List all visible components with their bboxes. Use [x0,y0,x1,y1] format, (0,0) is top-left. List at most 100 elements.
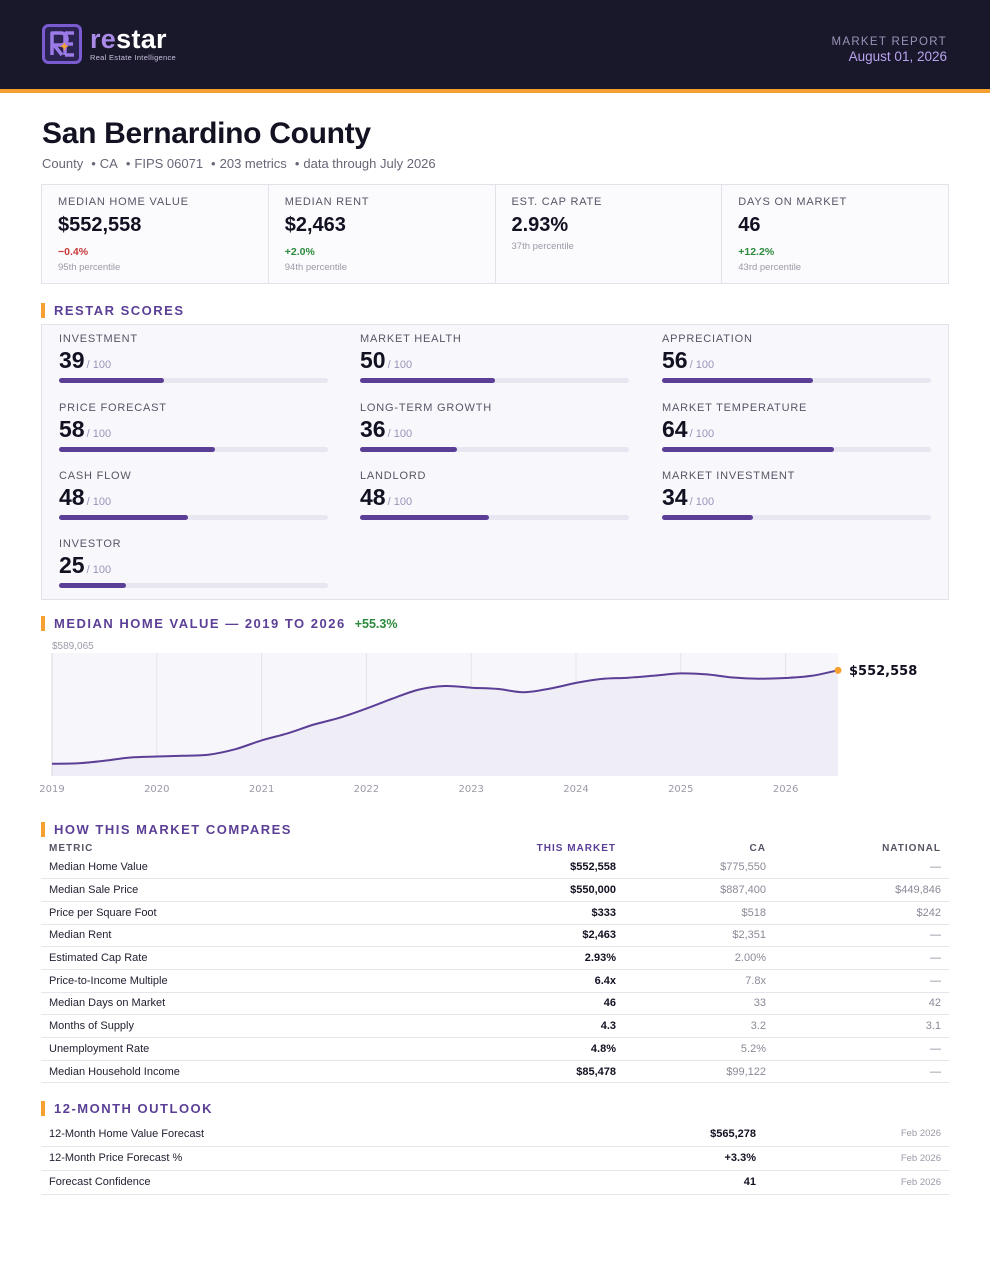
national-value: — [774,1060,949,1084]
score-number: 34 [662,484,688,510]
kpi-change: −0.4% [58,246,89,258]
score-investor: INVESTOR 25/ 100 [59,538,328,588]
this-market-value: $550,000 [394,878,624,902]
score-bar-fill [59,583,127,588]
section-title: RESTAR SCORES [54,303,185,318]
table-row: Median Rent $2,463 $2,351— [41,924,949,948]
state-value: $2,351 [624,924,774,948]
state-value: $775,550 [624,856,774,880]
table-row: Median Home Value $552,558 $775,550— [41,856,949,880]
score-bar-fill [59,447,216,452]
this-market-value: $333 [394,901,624,925]
kpi-cards: MEDIAN HOME VALUE $552,558 −0.4% 95th pe… [41,184,949,284]
section-accent-bar [41,822,45,837]
state-value: 33 [624,992,774,1016]
metric-name: Price per Square Foot [41,901,395,925]
score-number: 56 [662,347,688,373]
score-price-forecast: PRICE FORECAST 58/ 100 [59,402,328,452]
state-value: 3.2 [624,1014,774,1038]
brand-tagline: Real Estate Intelligence [90,53,176,62]
this-market-value: 4.3 [394,1014,624,1038]
table-row: Median Days on Market 46 33 42 [41,992,949,1016]
x-tick-label: 2025 [668,784,693,795]
kpi-label: MEDIAN RENT [284,196,370,208]
score-bar-track [662,378,931,383]
table-row: 12-Month Price Forecast % +3.3% Feb 2026 [41,1146,949,1171]
scores-panel: INVESTMENT 39/ 100 MARKET HEALTH 50/ 100 APP… [41,324,949,600]
score-value: 56/ 100 [662,347,931,373]
national-value: — [774,969,949,993]
score-number: 48 [360,484,386,510]
x-tick-label: 2026 [773,784,798,795]
score-label: LONG-TERM GROWTH [360,402,492,414]
score-label: INVESTMENT [59,333,138,345]
state-value: 7.8x [624,969,774,993]
series-line [51,669,839,765]
score-bar-fill [662,515,754,520]
metric-name: Estimated Cap Rate [41,946,395,970]
table-row: Estimated Cap Rate 2.93% 2.00% — [41,946,949,970]
outlook-date: Feb 2026 [764,1170,949,1195]
national-value: — [774,924,949,948]
score-bar-track [360,378,629,383]
section-title: HOW THIS MARKET COMPARES [54,822,292,837]
table-row: Forecast Confidence 41 Feb 2026 [41,1170,949,1195]
meta-fips: FIPS 06071 [134,156,204,171]
outlook-date: Feb 2026 [764,1146,949,1171]
chart-heading: MEDIAN HOME VALUE — 2019 TO 2026 +55.3% [41,616,397,631]
restar-logo-icon [42,24,82,64]
table-row: Months of Supply 4.3 3.2 3.1 [41,1014,949,1038]
x-tick-label: 2024 [563,784,588,795]
score-value: 58/ 100 [59,416,328,442]
national-value: 42 [774,992,949,1016]
score-label: CASH FLOW [59,470,132,482]
score-number: 50 [360,347,386,373]
score-number: 36 [360,416,386,442]
outlook-table: 12-Month Home Value Forecast $565,278 Feb … [41,1122,949,1195]
this-market-value: 4.8% [394,1037,624,1061]
national-value: — [774,856,949,880]
table-row: Median Household Income $85,478 $99,122— [41,1060,949,1084]
score-bar-fill [59,515,189,520]
outlook-value: +3.3% [614,1146,764,1171]
header-accent-rule [0,89,990,93]
national-value: $242 [774,901,949,925]
kpi-label: EST. CAP RATE [511,196,603,208]
this-market-value: $552,558 [394,856,624,880]
score-value: 50/ 100 [360,347,629,373]
score-label: MARKET INVESTMENT [662,470,796,482]
score-label: PRICE FORECAST [59,402,167,414]
kpi-value: 2.93% [511,214,569,236]
score-label: INVESTOR [59,538,122,550]
y-max-label: $589,065 [52,641,94,652]
kpi-label: DAYS ON MARKET [738,196,848,208]
score-max: / 100 [86,359,112,371]
compare-table: METRIC THIS MARKET CA NATIONAL Median Ho… [41,840,949,1084]
end-point-marker [834,666,842,674]
score-value: 48/ 100 [360,484,629,510]
table-row: Median Sale Price $550,000 $887,400 $449,84… [41,878,949,902]
kpi-card-days-on-market: DAYS ON MARKET 46 +12.2% 43rd percentile [722,185,948,283]
meta-state: CA [99,156,118,171]
metric-name: Unemployment Rate [41,1037,395,1061]
kpi-percentile: 94th percentile [284,262,348,273]
section-accent-bar [41,1101,45,1116]
col-national: NATIONAL [882,842,941,854]
outlook-metric: Forecast Confidence [41,1170,614,1195]
score-bar-fill [360,515,490,520]
kpi-percentile: 95th percentile [58,262,121,273]
section-accent-bar [41,303,45,318]
score-bar-fill [360,378,495,383]
table-row: Unemployment Rate 4.8% 5.2% — [41,1037,949,1061]
brand-logo: restar Real Estate Intelligence [42,24,176,64]
state-value: $99,122 [624,1060,774,1084]
chart-change: +55.3% [354,616,398,631]
score-bar-track [360,515,629,520]
score-max: / 100 [387,428,413,440]
score-bar-fill [59,378,164,383]
national-value: 3.1 [774,1014,949,1038]
metric-name: Median Household Income [41,1060,395,1084]
score-bar-track [662,447,931,452]
score-bar-track [360,447,629,452]
table-row: 12-Month Home Value Forecast $565,278 Feb … [41,1122,949,1147]
